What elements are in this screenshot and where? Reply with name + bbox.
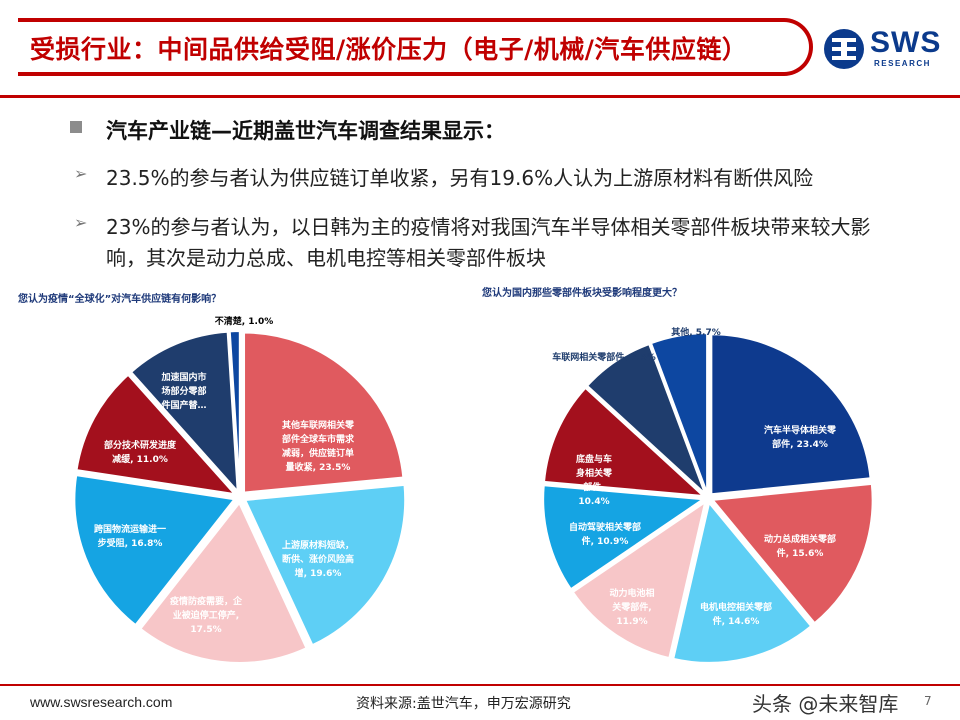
chart2-slice-1: [710, 333, 872, 496]
sub-bullet-2-text-line2: 响，其次是动力总成、电机电控等相关零部件板块: [106, 246, 546, 270]
chart1-label-4: 跨国物流运输进一步受阻, 16.8%: [94, 523, 166, 549]
square-bullet-icon: [70, 121, 82, 133]
chart2-slice-7: [585, 342, 707, 495]
chart2-slice-5: [542, 484, 707, 591]
logo-subtitle: RESEARCH: [874, 59, 931, 68]
header: 受损行业：中间品供给受阻/涨价压力（电子/机械/汽车供应链） SWS RESEA…: [0, 0, 960, 96]
chart1-slice-5: [75, 373, 238, 496]
chart2-label-4: 动力电池相关零部件, 11.9%: [609, 587, 654, 627]
chart1-slice-7: [228, 330, 241, 492]
chart1-label-2: 上游原材料短缺，断供、涨价风险高增, 19.6%: [282, 539, 354, 579]
chart1-label-6: 加速国内市场部分零部件国产替…: [160, 371, 206, 411]
chart2-label-7: 车联网相关零部件, 7.5%: [552, 351, 656, 363]
chart1-slice-2: [243, 483, 407, 647]
chart1-slice-4: [73, 474, 237, 627]
chart2-label-6: 底盘与车身相关零部件, 10.4%: [576, 453, 613, 507]
sub-bullet-1-text: 23.5%的参与者认为供应链订单收紧，另有19.6%人认为上游原材料有断供风险: [106, 166, 814, 190]
footer-divider: [0, 684, 960, 686]
footer: www.swsresearch.com 资料来源:盖世汽车，申万宏源研究 头条 …: [0, 684, 960, 720]
sub-bullet-2-text: 23%的参与者认为，以日韩为主的疫情将对我国汽车半导体相关零部件板块带来较大影: [106, 215, 871, 239]
chart1-slice-6: [129, 330, 239, 495]
chart2-label-1: 汽车半导体相关零部件, 23.4%: [764, 424, 837, 450]
chart2-slice-3: [672, 500, 813, 664]
chart2-slice-8: [649, 332, 709, 494]
page-title: 受损行业：中间品供给受阻/涨价压力（电子/机械/汽车供应链）: [30, 35, 748, 64]
logo-icon: [824, 29, 864, 69]
chart2-label-2: 动力总成相关零部件, 15.6%: [764, 533, 836, 559]
footer-url[interactable]: www.swsresearch.com: [30, 694, 173, 710]
arrow-bullet-icon: ➢: [74, 213, 88, 232]
chart1-label-3: 疫情防疫需要，企业被迫停工停产, 17.5%: [170, 595, 243, 635]
page-number: 7: [924, 694, 932, 708]
chart1-slice-1: [243, 331, 405, 494]
main-bullet-text: 汽车产业链—近期盖世汽车调查结果显示：: [106, 119, 505, 143]
chart2-slice-4: [571, 499, 707, 660]
chart1-label-7: 不清楚, 1.0%: [215, 315, 274, 327]
chart2-slice-6: [542, 386, 707, 498]
logo-name: SWS: [870, 26, 942, 59]
chart2-slice-2: [710, 482, 874, 625]
chart2-label-5: 自动驾驶相关零部件, 10.9%: [569, 521, 641, 547]
chart2-label-8: 其他, 5.7%: [671, 326, 721, 338]
chart1-slice-3: [139, 501, 308, 664]
chart2-label-3: 电机电控相关零部件, 14.6%: [700, 601, 772, 627]
sws-logo: SWS RESEARCH: [822, 26, 942, 72]
arrow-bullet-icon: ➢: [74, 164, 88, 183]
watermark: 头条 @未来智库: [752, 692, 899, 716]
chart1-label-5: 部分技术研发进度减缓, 11.0%: [104, 439, 177, 465]
chart1-label-1: 其他车联网相关零部件全球车市需求减弱，供应链订单量收紧, 23.5%: [282, 419, 355, 473]
chart1-title: 您认为疫情“全球化”对汽车供应链有何影响？: [18, 294, 222, 305]
chart2-title: 您认为国内那些零部件板块受影响程度更大？: [482, 288, 682, 299]
header-divider: [0, 95, 960, 98]
title-frame: [18, 18, 813, 76]
footer-source: 资料来源:盖世汽车，申万宏源研究: [356, 696, 571, 712]
